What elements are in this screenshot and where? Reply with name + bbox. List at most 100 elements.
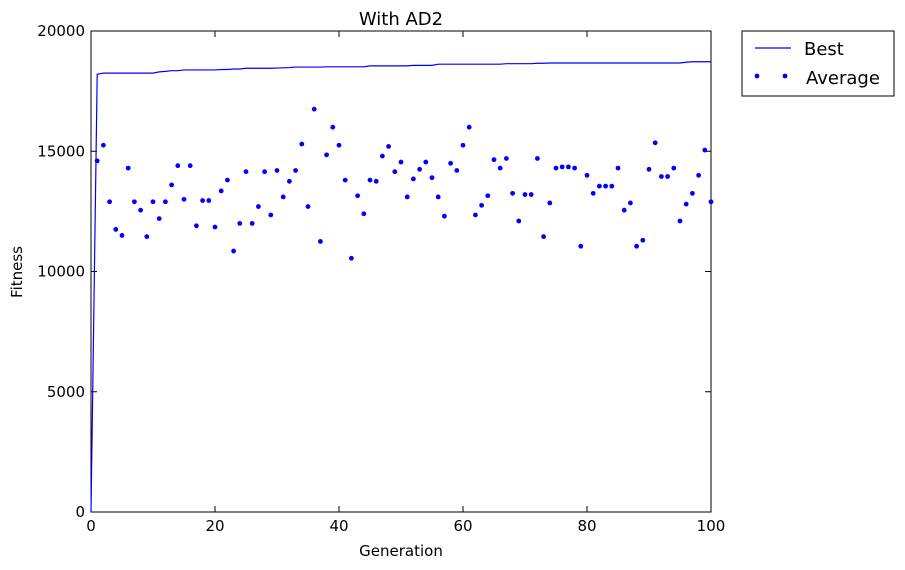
average-point — [466, 124, 472, 130]
average-point — [553, 165, 559, 171]
legend-average-label: Average — [806, 68, 880, 89]
average-point — [454, 168, 460, 173]
average-point — [702, 147, 708, 153]
average-point — [411, 176, 416, 182]
average-point — [708, 199, 714, 205]
average-point — [361, 211, 367, 217]
average-point — [491, 157, 497, 163]
average-point — [609, 183, 615, 189]
average-point — [417, 166, 422, 172]
average-point — [132, 199, 137, 205]
average-point — [504, 156, 509, 161]
average-point — [646, 166, 652, 172]
average-point — [677, 218, 683, 224]
y-axis: 0 5000 10000 15000 20000 — [37, 22, 711, 521]
average-point — [119, 233, 125, 238]
average-point — [187, 163, 193, 169]
average-point — [107, 199, 112, 205]
average-point — [94, 158, 100, 164]
average-point — [621, 207, 627, 213]
average-point — [578, 243, 584, 249]
average-point — [429, 175, 435, 181]
plot-area — [90, 30, 712, 513]
average-point — [318, 239, 323, 244]
average-point — [398, 159, 404, 165]
average-point — [144, 234, 150, 240]
average-point — [280, 194, 286, 200]
average-point — [696, 172, 701, 178]
average-point — [634, 243, 639, 249]
average-point — [349, 255, 354, 261]
legend: Best Average — [741, 30, 895, 97]
average-point — [138, 207, 144, 213]
average-point — [150, 199, 156, 205]
average-point — [615, 165, 621, 171]
average-point — [448, 160, 453, 166]
average-point — [671, 165, 677, 171]
average-point — [175, 163, 181, 169]
x-axis-label: Generation — [359, 542, 443, 560]
average-point — [169, 182, 175, 188]
average-point — [590, 190, 596, 196]
average-point — [516, 218, 522, 224]
legend-average-dot-left — [754, 73, 760, 79]
legend-average-dot-right — [782, 73, 788, 79]
average-point — [541, 234, 546, 240]
average-point — [262, 169, 267, 175]
average-point — [584, 172, 590, 178]
average-point — [572, 165, 577, 171]
average-point — [330, 124, 336, 130]
average-point — [460, 142, 466, 148]
average-point — [274, 168, 280, 173]
average-point — [268, 212, 274, 218]
average-point — [367, 177, 373, 183]
average-point — [690, 190, 695, 196]
average-point — [113, 227, 119, 232]
average-point — [125, 165, 131, 171]
average-point — [249, 221, 255, 226]
average-point — [683, 201, 689, 207]
average-point — [473, 212, 478, 218]
average-point — [194, 223, 199, 229]
y-tick-label: 10000 — [37, 263, 85, 281]
average-point — [380, 153, 385, 159]
average-point — [597, 183, 602, 189]
average-point — [287, 178, 292, 184]
y-tick-label: 5000 — [47, 383, 85, 401]
average-point — [299, 141, 305, 147]
average-point — [181, 196, 187, 202]
average-point — [559, 164, 565, 170]
average-point — [373, 178, 379, 184]
average-point — [640, 237, 646, 243]
average-point — [603, 183, 608, 189]
average-point — [336, 142, 342, 148]
average-point — [212, 224, 218, 230]
average-point — [479, 202, 484, 208]
average-point — [342, 177, 348, 183]
chart-title: With AD2 — [359, 9, 443, 30]
average-point — [200, 198, 206, 203]
average-point — [652, 140, 658, 146]
average-point — [628, 200, 633, 206]
average-point — [218, 188, 224, 194]
x-tick-label: 20 — [205, 517, 224, 535]
series-best-line — [90, 61, 711, 513]
average-point — [392, 169, 398, 175]
average-point — [231, 248, 237, 254]
average-point — [225, 177, 230, 183]
average-point — [423, 159, 429, 165]
y-tick-label: 15000 — [37, 142, 85, 160]
average-point — [101, 142, 106, 148]
series-layer — [90, 61, 714, 513]
average-point — [659, 174, 664, 179]
average-point — [206, 198, 212, 203]
legend-box — [741, 30, 895, 97]
average-point — [442, 213, 447, 219]
average-point — [311, 106, 317, 112]
y-tick-label: 20000 — [37, 22, 85, 40]
x-tick-label: 60 — [453, 517, 472, 535]
average-point — [386, 144, 391, 149]
average-point — [355, 193, 360, 199]
legend-best-label: Best — [804, 39, 844, 60]
